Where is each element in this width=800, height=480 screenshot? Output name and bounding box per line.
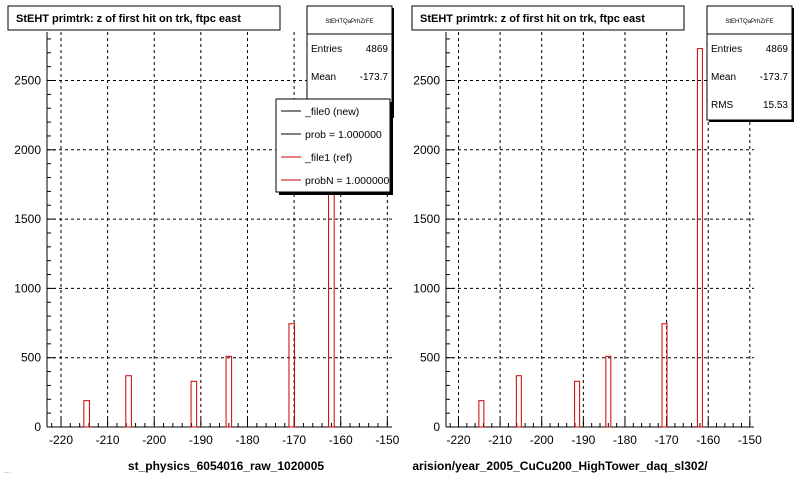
legend-label: _file0 (new): [304, 106, 359, 118]
y-tick-label: 2500: [14, 74, 41, 88]
x-tick-label: -150: [375, 433, 399, 447]
histogram-bar: [288, 323, 296, 428]
x-tick-label: -160: [696, 433, 720, 447]
chart-title: StEHT primtrk: z of first hit on trk, ft…: [420, 13, 645, 25]
histogram-bar: [83, 400, 90, 428]
stats-entries-label: Entries: [711, 44, 742, 55]
x-tick-label: -220: [446, 433, 470, 447]
x-tick-label: -190: [189, 433, 213, 447]
histogram-bar: [661, 323, 668, 428]
x-tick-label: -210: [96, 433, 120, 447]
legend-label: prob = 1.000000: [305, 129, 382, 141]
y-tick-label: 0: [433, 420, 440, 434]
y-tick-label: 2000: [413, 143, 440, 157]
histogram-bar: [605, 355, 612, 428]
legend-box: [275, 98, 391, 193]
x-axis-label: st_physics_6054016_raw_1020005: [128, 459, 324, 473]
stats-entries-label: Entries: [311, 44, 342, 55]
stats-mean-value: -173.7: [760, 72, 789, 83]
footer-caption: ...: [4, 466, 11, 475]
stats-box: [706, 5, 793, 121]
y-tick-label: 1000: [14, 281, 41, 295]
x-tick-label: -180: [235, 433, 259, 447]
stats-mean-label: Mean: [711, 72, 736, 83]
stats-entries-value: 4869: [366, 44, 389, 55]
x-tick-label: -180: [613, 433, 637, 447]
histogram-bar: [225, 355, 233, 428]
x-tick-label: -170: [655, 433, 679, 447]
y-tick-label: 1000: [413, 281, 440, 295]
title-box: [7, 5, 281, 31]
x-tick-label: -150: [738, 433, 762, 447]
y-tick-label: 2000: [14, 143, 41, 157]
stats-rms-label: RMS: [711, 100, 734, 111]
y-tick-label: 2500: [413, 74, 440, 88]
legend: _file0 (new) prob = 1.000000 _file1 (ref) p…: [281, 106, 390, 187]
chart-title: StEHT primtrk: z of first hit on trk, ft…: [16, 13, 241, 25]
histogram-bar: [696, 48, 703, 428]
stats-title: StEHTQaPrhZrFE: [325, 19, 373, 25]
histogram-bar: [478, 400, 485, 428]
stats-rms-value: 15.53: [763, 100, 788, 111]
x-tick-label: -220: [49, 433, 73, 447]
title-box: [411, 5, 685, 31]
stats-mean-label: Mean: [311, 72, 336, 83]
y-tick-label: 0: [34, 420, 41, 434]
x-tick-label: -190: [571, 433, 595, 447]
y-tick-label: 500: [420, 351, 440, 365]
x-tick-label: -210: [488, 433, 512, 447]
x-tick-label: -160: [329, 433, 353, 447]
histogram-bar: [125, 375, 132, 428]
stats-title: StEHTQaPrhZrFE: [725, 19, 773, 25]
y-tick-label: 1500: [14, 212, 41, 226]
legend-label: _file1 (ref): [304, 152, 352, 164]
chart-panel-2: -220 -210 -200 -190 -180 -170 -160 -150 0 500 1000…: [411, 5, 794, 473]
x-tick-label: -200: [530, 433, 554, 447]
x-tick-label: -170: [282, 433, 306, 447]
y-tick-label: 1500: [413, 212, 440, 226]
histogram-bar: [574, 380, 581, 428]
x-tick-label: -200: [142, 433, 166, 447]
stats-mean-value: -173.7: [360, 72, 389, 83]
chart-panel-1: -220 -210 -200 -190 -180 -170 -160 -150 0 500 1000…: [7, 5, 400, 473]
histogram-bar: [515, 375, 522, 428]
stats-entries-value: 4869: [766, 44, 789, 55]
y-tick-label: 500: [21, 351, 41, 365]
histogram-bar: [190, 380, 198, 428]
x-axis-label: arision/year_2005_CuCu200_HighTower_daq_…: [412, 459, 708, 473]
legend-label: probN = 1.000000: [305, 175, 390, 187]
